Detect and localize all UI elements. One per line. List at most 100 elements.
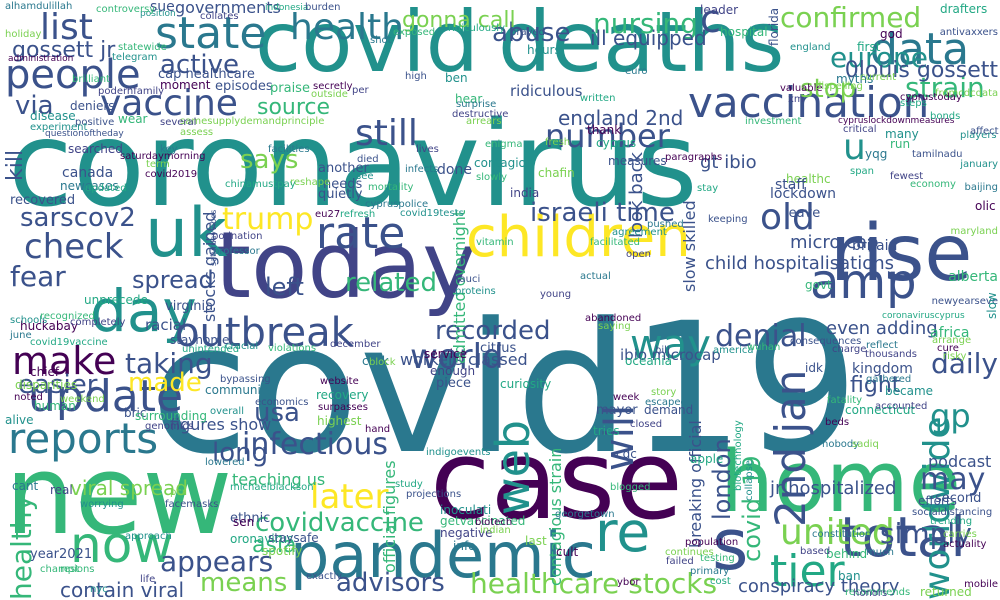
word-efforts: efforts: [918, 494, 957, 508]
word-today: today: [215, 212, 477, 319]
word-ibio-microcap: ibio microcap: [620, 346, 721, 364]
word-recovery: recovery: [316, 388, 369, 402]
word-professor: professor: [213, 246, 260, 257]
word-oronavirus: oronavirus: [230, 532, 294, 546]
word-teaching-us: teaching us: [232, 470, 326, 489]
word-piece: piece: [436, 376, 472, 391]
word-michaelblackson: michaelblackson: [230, 482, 314, 493]
word-britain: britain: [852, 238, 898, 254]
word-returned: returned: [920, 585, 972, 599]
word-ridiculous: ridiculous: [510, 82, 583, 100]
word-mortality: mortality: [368, 182, 414, 193]
word-controversy: controversy: [96, 4, 156, 15]
word-u: u: [843, 127, 866, 168]
word-eu27: eu27: [315, 209, 341, 220]
word-related: related: [345, 268, 437, 298]
word-covidvaccine: covidvaccine: [255, 508, 424, 538]
word-drafters: drafters: [940, 2, 988, 16]
word-failed: failed: [666, 556, 694, 567]
word-pushed: pushed: [647, 219, 684, 230]
word-accounted: accounted: [875, 401, 928, 412]
word-socialdistancing: socialdistancing: [912, 507, 993, 518]
word-disparities: disparities: [15, 378, 78, 392]
word-praise: praise: [270, 81, 310, 96]
word-god: god: [880, 27, 903, 41]
word-valuable: valuable: [780, 83, 823, 94]
word-connecticut: connecticut: [845, 403, 916, 417]
word-israeli-time: israeli time: [530, 198, 675, 228]
word-number: number: [545, 117, 670, 155]
word-second-jan: 2nd jan: [766, 370, 815, 528]
word-abandoned: abandoned: [585, 313, 642, 324]
word-pandemic: pandemic: [290, 519, 596, 592]
word-uk: uk: [145, 194, 228, 273]
word-biotechnology: biotechnology: [733, 420, 744, 491]
word-via: via: [15, 91, 54, 121]
word-england: england: [790, 42, 831, 53]
word-ill-equipped: ill equipped: [590, 26, 707, 50]
word-indigoevents: indigoevents: [426, 447, 491, 458]
word-run: run: [890, 137, 911, 151]
word-leader: leader: [700, 3, 739, 17]
word-bonds: bonds: [930, 111, 961, 122]
word-total: total: [840, 505, 966, 569]
word-primary: primary: [690, 566, 730, 577]
word-leave: leave: [785, 206, 821, 221]
word-alive: alive: [5, 413, 34, 427]
word-study: study: [395, 479, 423, 490]
word-sen: sen: [233, 515, 255, 529]
word-simply: simply: [880, 517, 972, 550]
word-people: people: [5, 52, 141, 98]
word-burden: burden: [305, 2, 341, 13]
word-current: current: [860, 72, 897, 83]
word-several: several: [160, 117, 197, 128]
word-ybor: ybor: [617, 577, 640, 588]
word-january: january: [960, 159, 998, 170]
word-nobody: nobody: [822, 439, 860, 450]
word-left: left: [265, 273, 304, 301]
word-real: real: [50, 483, 73, 497]
word-huckabay: huckabay: [20, 319, 78, 333]
word-covid2019: covid2019: [145, 169, 198, 180]
word-case: case: [430, 416, 683, 544]
word-slow: slow: [985, 292, 999, 319]
word-administration: administration: [8, 54, 74, 64]
word-demand: demand: [644, 403, 694, 417]
word-service: service: [424, 347, 467, 361]
word-staff: staff: [775, 177, 807, 193]
word-covid19: covid19: [150, 285, 859, 494]
word-virginia: virginia: [165, 299, 214, 314]
word-ben: ben: [445, 71, 468, 85]
word-gossett-jr: gossett jr: [12, 38, 116, 63]
word-life: life: [140, 574, 156, 585]
word-projections: projections: [406, 489, 462, 500]
word-destructive: destructive: [452, 109, 509, 120]
word-facilitated: facilitated: [590, 237, 640, 248]
word-another: another: [318, 161, 369, 176]
word-new: new: [5, 431, 233, 559]
word-contain-viral: contain viral: [60, 578, 185, 600]
word-idk: idk: [805, 361, 823, 375]
word-disease: disease: [30, 109, 76, 123]
word-completely: completely: [70, 317, 126, 328]
word-open: open: [626, 249, 651, 260]
word-paragraphs: paragraphs: [665, 152, 723, 163]
word-govt: govt: [805, 278, 832, 292]
word-bric: bric: [124, 406, 147, 420]
word-curiosity: curiosity: [500, 377, 552, 391]
word-kingdom: kingdom: [852, 361, 913, 377]
word-see: see: [356, 171, 374, 182]
word-died: died: [357, 154, 379, 165]
word-population: population: [685, 537, 739, 548]
word-carries: carries: [943, 529, 977, 540]
word-gt-ibio: gt ibio: [700, 152, 757, 173]
word-surrounding: surrounding: [135, 409, 207, 423]
word-community: community: [205, 383, 273, 397]
word-champions: champions: [40, 564, 95, 575]
word-healthc: healthc: [786, 172, 831, 186]
word-spotify: spotify: [262, 544, 303, 558]
word-measures: measures: [608, 154, 667, 168]
word-consequences: consequences: [790, 336, 862, 347]
word-made: made: [128, 368, 202, 398]
word-web: web: [486, 420, 540, 516]
